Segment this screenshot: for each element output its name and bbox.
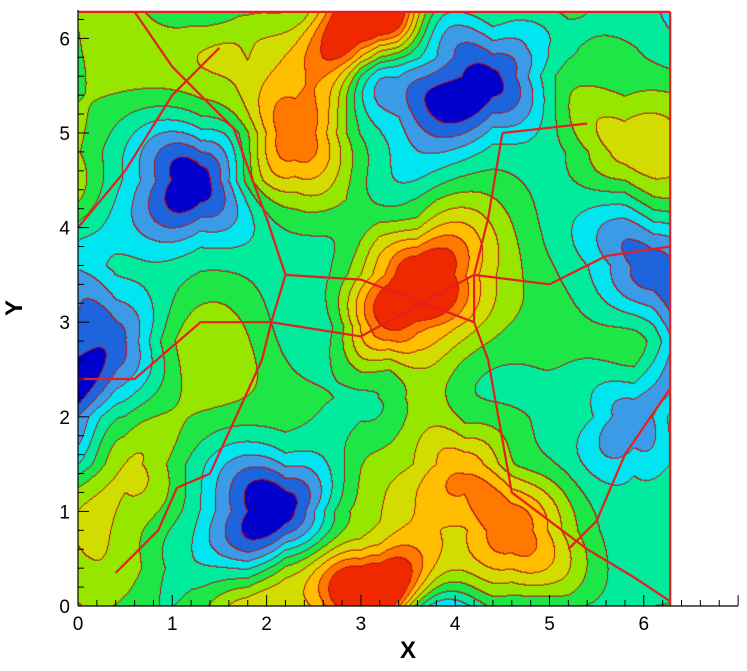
shock-line [502,122,588,135]
y-axis-title: Y [1,300,28,316]
shock-line [567,387,672,550]
shock-line [78,321,272,381]
shock-line [473,245,671,286]
x-tick-label: 1 [167,614,178,635]
x-tick-label: 0 [73,614,84,635]
axes: 0 1 2 3 4 5 6 0 1 2 3 4 5 6 [59,10,739,635]
contour-field-image [78,11,670,606]
shock-line [271,273,475,338]
y-tick-label: 6 [59,29,70,50]
y-tick-label: 5 [59,124,70,145]
shock-line [586,548,671,603]
x-tick-label: 2 [261,614,272,635]
plot-area [77,10,672,606]
y-tick-label: 1 [59,502,70,523]
shock-lines [77,10,672,606]
y-axis-ticks: 0 1 2 3 4 5 6 [59,18,89,618]
x-axis-title: X [400,637,416,664]
shock-line [285,273,475,324]
x-tick-label: 6 [639,614,650,635]
x-tick-label: 4 [450,614,461,635]
shock-line [114,487,179,574]
shock-line [133,11,235,130]
axis-frame [77,10,739,607]
y-tick-label: 3 [59,313,70,334]
shock-line [77,47,221,229]
y-tick-label: 2 [59,408,70,429]
x-tick-label: 3 [356,614,367,635]
x-axis-ticks: 0 1 2 3 4 5 6 [73,595,739,635]
y-tick-label: 0 [59,597,70,618]
x-tick-label: 5 [544,614,555,635]
y-tick-label: 4 [59,219,70,240]
